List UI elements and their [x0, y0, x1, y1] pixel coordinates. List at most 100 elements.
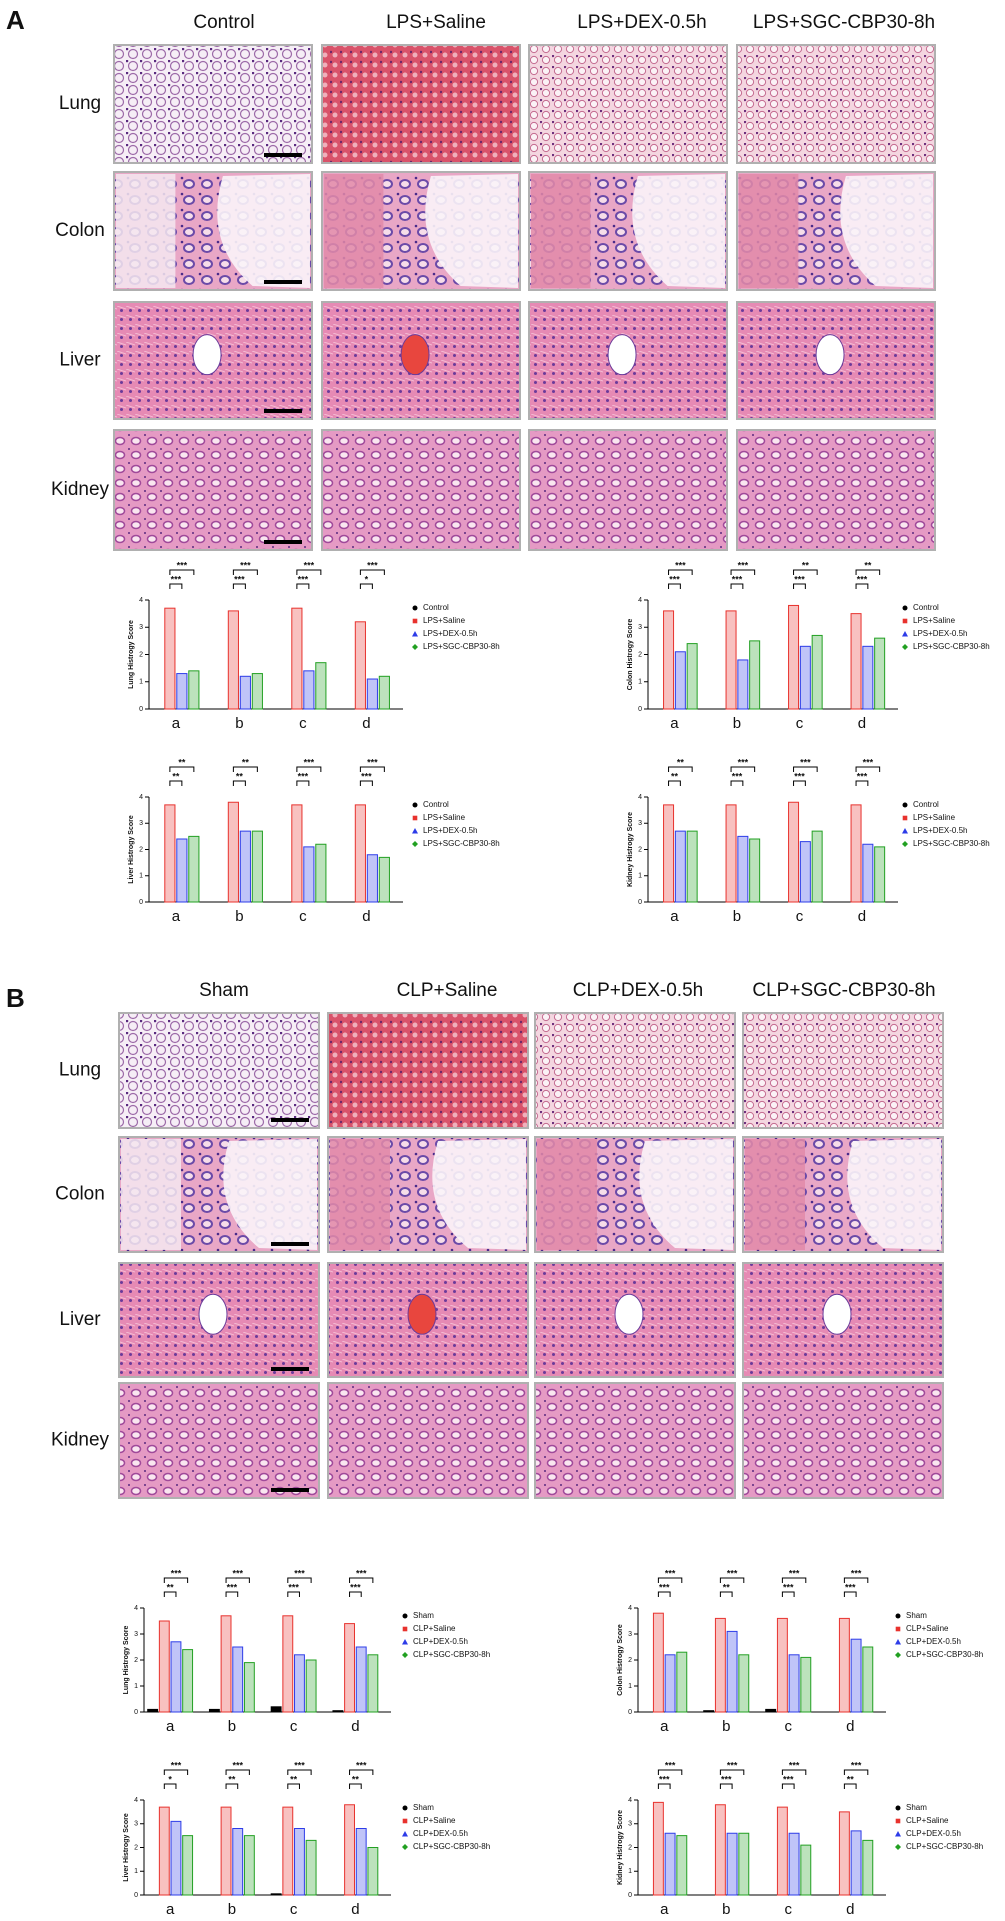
- significance-label: ***: [350, 1582, 361, 1592]
- bar: [862, 1839, 874, 1896]
- bar: [850, 613, 862, 710]
- significance-label: ***: [732, 574, 743, 584]
- y-tick-label: 3: [134, 1821, 138, 1828]
- significance-bracket: [855, 583, 869, 589]
- legend-label: CLP+DEX-0.5h: [906, 1829, 961, 1838]
- significance-label: *: [168, 1774, 172, 1784]
- significance-label: **: [864, 560, 872, 570]
- central-vein: [822, 1293, 852, 1335]
- x-tick-label: d: [362, 908, 370, 925]
- row-label: Kidney: [51, 1430, 110, 1451]
- bar: [294, 1828, 305, 1896]
- legend-marker: [895, 1844, 901, 1850]
- x-tick-label: b: [228, 1718, 236, 1735]
- significance-label: ***: [738, 757, 749, 767]
- legend-marker: [902, 815, 908, 821]
- significance-label: ***: [794, 574, 805, 584]
- bar: [182, 1649, 194, 1713]
- tissue-lumen: [639, 1139, 733, 1250]
- significance-label: ***: [721, 1774, 732, 1784]
- central-vein: [192, 334, 222, 376]
- bar: [239, 830, 251, 903]
- y-tick-label: 2: [638, 651, 642, 658]
- tissue-lumen: [425, 174, 518, 288]
- bar: [765, 1708, 777, 1713]
- central-vein: [815, 334, 845, 376]
- significance-label: ***: [177, 560, 188, 570]
- histology-image: [534, 1012, 736, 1129]
- histology-image: [736, 429, 936, 551]
- y-tick-label: 4: [134, 1605, 138, 1612]
- row-label: Liver: [59, 350, 101, 371]
- significance-bracket: [793, 583, 806, 589]
- histology-image: [113, 429, 313, 551]
- legend-label: CLP+DEX-0.5h: [413, 1829, 468, 1838]
- legend-marker: [402, 1652, 408, 1658]
- y-tick-label: 3: [628, 1821, 632, 1828]
- significance-label: ***: [857, 771, 868, 781]
- significance-label: ***: [304, 757, 315, 767]
- bar: [776, 1617, 788, 1713]
- significance-label: ***: [294, 1760, 305, 1770]
- significance-label: ***: [356, 1760, 367, 1770]
- significance-bracket: [349, 1769, 374, 1775]
- bar: [676, 1835, 688, 1896]
- y-axis-label: Liver Histrogy Score: [128, 815, 135, 884]
- legend-label: LPS+SGC-CBP30-8h: [913, 839, 990, 848]
- bar: [664, 1654, 676, 1713]
- y-tick-label: 4: [638, 794, 642, 801]
- significance-bracket: [657, 1783, 671, 1789]
- bar: [663, 804, 675, 903]
- significance-label: **: [167, 1582, 175, 1592]
- bar: [158, 1806, 170, 1896]
- significance-bracket: [668, 583, 681, 589]
- significance-label: **: [178, 757, 186, 767]
- bar: [164, 607, 176, 710]
- x-tick-label: b: [235, 908, 243, 925]
- x-tick-label: d: [858, 715, 866, 732]
- significance-bracket: [225, 1577, 250, 1583]
- legend-label: CLP+SGC-CBP30-8h: [413, 1842, 490, 1851]
- legend-marker: [412, 644, 418, 650]
- bar: [291, 607, 303, 710]
- bar: [686, 643, 698, 710]
- bar: [799, 645, 811, 710]
- histology-image: [327, 1382, 529, 1499]
- significance-bracket: [719, 1591, 733, 1597]
- bar: [850, 1638, 862, 1713]
- y-tick-label: 2: [134, 1657, 138, 1664]
- y-tick-label: 2: [638, 846, 642, 853]
- significance-label: ***: [659, 1582, 670, 1592]
- significance-bracket: [719, 1769, 745, 1775]
- significance-bracket: [359, 569, 385, 575]
- y-tick-label: 3: [628, 1631, 632, 1638]
- y-tick-label: 0: [628, 1709, 632, 1716]
- legend-label: LPS+SGC-CBP30-8h: [913, 642, 990, 651]
- y-tick-label: 0: [139, 899, 143, 906]
- bar: [378, 856, 390, 903]
- significance-bracket: [296, 766, 322, 772]
- bar: [170, 1820, 182, 1896]
- legend-label: Control: [423, 800, 449, 809]
- muscle-layer: [324, 174, 384, 288]
- y-tick-label: 3: [134, 1631, 138, 1638]
- histology-image: [742, 1012, 944, 1129]
- column-header: LPS+SGC-CBP30-8h: [753, 12, 935, 33]
- bar: [725, 804, 737, 903]
- legend-label: LPS+Saline: [423, 616, 466, 625]
- significance-label: ***: [304, 560, 315, 570]
- significance-label: **: [677, 757, 685, 767]
- muscle-layer: [745, 1139, 805, 1250]
- muscle-layer: [330, 1139, 390, 1250]
- significance-label: ***: [227, 1582, 238, 1592]
- bar: [788, 1832, 800, 1896]
- significance-label: ***: [675, 560, 686, 570]
- legend-marker: [412, 841, 418, 847]
- significance-label: ***: [232, 1760, 243, 1770]
- x-tick-label: c: [290, 1901, 298, 1918]
- central-vein: [400, 334, 430, 376]
- significance-bracket: [163, 1577, 189, 1583]
- column-header: CLP+Saline: [397, 980, 498, 1001]
- significance-bracket: [359, 766, 385, 772]
- bar: [725, 610, 737, 710]
